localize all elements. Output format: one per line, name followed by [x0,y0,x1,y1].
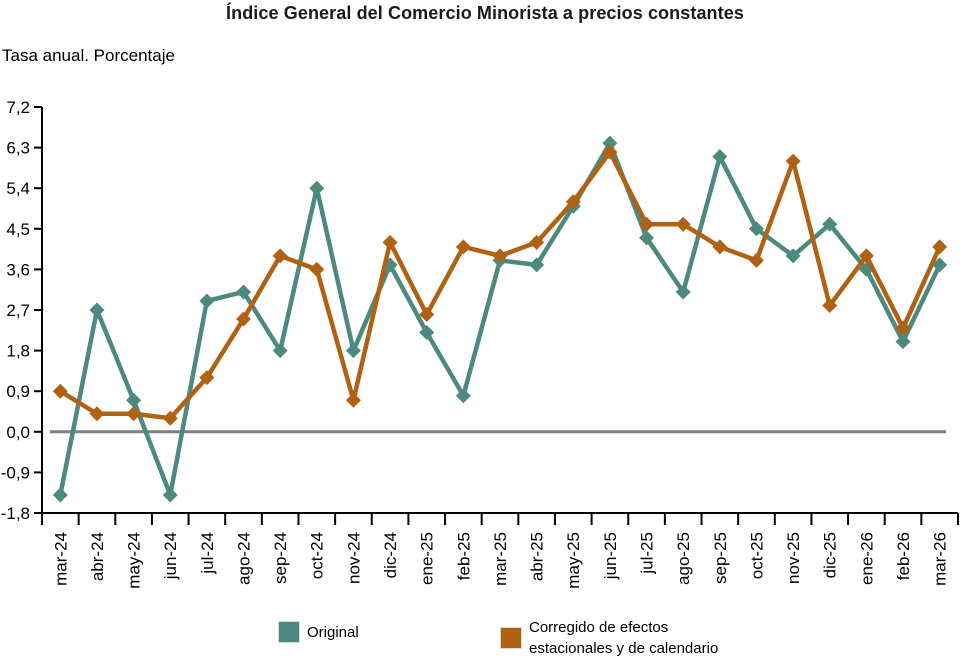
data-point-marker-corrected [162,410,178,426]
y-tick-label: 2,7 [6,301,30,320]
y-tick-label: 7,2 [6,98,30,117]
data-point-marker-corrected [565,194,581,210]
legend-item-corrected: Corregido de efectos estacionales y de c… [500,617,718,659]
x-tick-label: may-24 [125,532,144,589]
data-point-marker-corrected [639,216,655,232]
y-tick-label: 1,8 [6,342,30,361]
x-tick-label: ago-25 [674,532,693,585]
data-point-marker-original [345,343,361,359]
data-point-marker-original [675,284,691,300]
y-tick-label: 3,6 [6,260,30,279]
x-tick-label: ago-24 [234,532,253,585]
data-point-marker-original [529,257,545,273]
y-tick-label: -0,9 [1,463,30,482]
x-tick-label: sep-25 [711,532,730,584]
x-tick-label: mar-26 [931,532,950,586]
data-point-marker-original [639,230,655,246]
data-point-marker-corrected [822,297,838,313]
legend-item-original: Original [278,621,359,643]
data-point-marker-corrected [712,239,728,255]
y-axis-unit-label: Tasa anual. Porcentaje [2,46,175,65]
data-point-marker-original [748,221,764,237]
data-point-marker-original [785,248,801,264]
data-point-marker-corrected [419,307,435,323]
x-tick-label: nov-24 [344,532,363,584]
data-point-marker-corrected [382,234,398,250]
data-point-marker-corrected [236,311,252,327]
x-tick-label: jul-24 [198,532,217,575]
data-point-marker-original [199,293,215,309]
x-tick-label: nov-25 [784,532,803,584]
data-point-marker-original [419,325,435,341]
chart-title: Índice General del Comercio Minorista a … [226,3,744,23]
data-point-marker-original [455,388,471,404]
x-tick-label: jun-24 [161,532,180,580]
series-line-original [58,140,942,498]
x-tick-label: jun-25 [601,532,620,580]
data-point-marker-corrected [309,261,325,277]
data-point-marker-original [932,257,948,273]
data-point-marker-original [162,487,178,503]
x-tick-label: mar-25 [491,532,510,586]
corrected-series-swatch [500,627,522,649]
x-tick-label: feb-25 [454,532,473,580]
data-point-marker-corrected [492,248,508,264]
x-tick-label: sep-24 [271,532,290,584]
data-point-marker-corrected [126,406,142,422]
x-tick-label: ene-26 [857,532,876,585]
x-tick-label: oct-24 [308,532,327,579]
data-point-marker-corrected [858,248,874,264]
data-point-marker-corrected [52,383,68,399]
data-point-marker-corrected [748,252,764,268]
x-tick-label: jul-25 [638,532,657,575]
data-point-marker-corrected [675,216,691,232]
y-tick-label: 0,0 [6,423,30,442]
legend-label-corrected: Corregido de efectos estacionales y de c… [529,617,718,659]
data-point-marker-corrected [455,239,471,255]
y-tick-label: 5,4 [6,179,30,198]
data-point-marker-corrected [932,239,948,255]
x-tick-label: may-25 [564,532,583,589]
data-point-marker-original [822,216,838,232]
data-point-marker-original [52,487,68,503]
data-point-marker-original [126,392,142,408]
y-tick-label: -1,8 [1,504,30,523]
y-tick-label: 6,3 [6,139,30,158]
data-point-marker-corrected [89,406,105,422]
legend-label-original: Original [307,623,359,641]
x-tick-label: mar-24 [51,532,70,586]
x-tick-label: abr-24 [88,532,107,581]
data-point-marker-original [272,343,288,359]
x-tick-label: dic-25 [821,532,840,578]
original-series-swatch [278,621,300,643]
data-point-marker-corrected [785,153,801,169]
x-tick-label: ene-25 [418,532,437,585]
x-tick-label: oct-25 [747,532,766,579]
data-point-marker-corrected [529,234,545,250]
data-point-marker-original [895,334,911,350]
data-point-marker-original [89,302,105,318]
x-tick-label: feb-26 [894,532,913,580]
y-tick-label: 4,5 [6,220,30,239]
x-tick-label: dic-24 [381,532,400,578]
data-point-marker-corrected [272,248,288,264]
data-point-marker-original [309,180,325,196]
data-point-marker-corrected [895,320,911,336]
data-point-marker-original [712,149,728,165]
legend-label-corrected-line1: Corregido de efectos [529,619,669,636]
x-tick-label: abr-25 [528,532,547,581]
legend-label-corrected-line2: estacionales y de calendario [529,640,719,657]
data-point-marker-corrected [602,144,618,160]
y-tick-label: 0,9 [6,382,30,401]
data-point-marker-original [602,135,618,151]
data-point-marker-corrected [345,392,361,408]
data-point-marker-original [236,284,252,300]
data-point-marker-corrected [199,370,215,386]
